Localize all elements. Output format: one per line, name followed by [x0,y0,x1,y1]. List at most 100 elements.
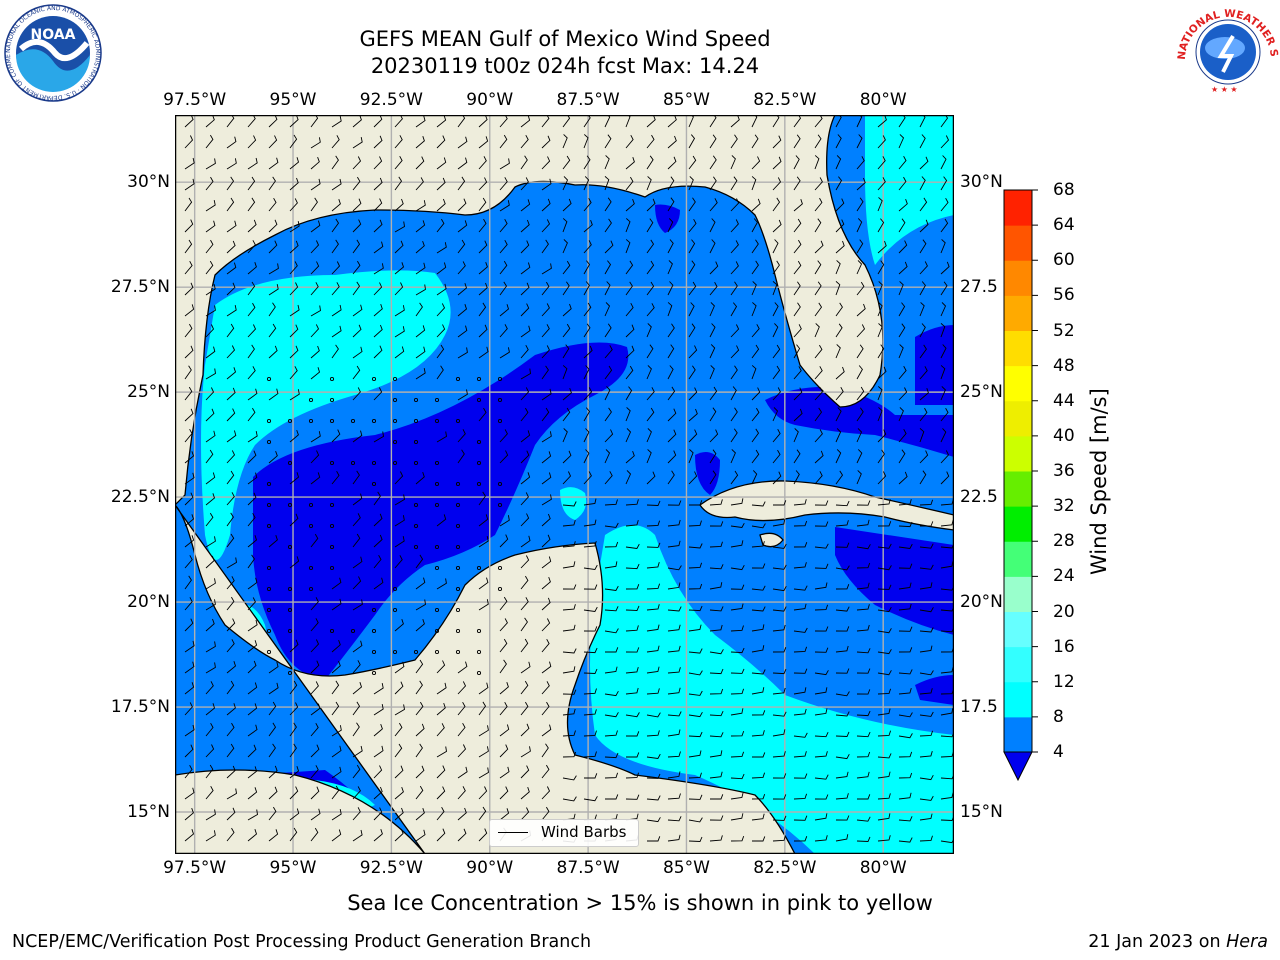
wind-barb [289,304,300,317]
wind-barb [751,501,766,507]
wind-barb [268,284,279,296]
wind-barb [877,386,883,401]
wind-barb [457,239,466,254]
wind-barb [898,218,906,233]
wind-barb [751,541,765,548]
wind-barb [835,386,844,401]
wind-barb [709,344,716,359]
wind-barb [919,134,926,149]
wind-barb [247,492,257,506]
wind-barb [310,324,320,338]
wind-barb [415,346,426,359]
wind-barb [247,640,258,653]
wind-barb [772,687,786,695]
wind-barb [520,701,529,716]
wind-barb [562,604,576,611]
wind-barb [793,387,803,401]
wind-barb [352,176,361,191]
wind-barb [751,302,757,317]
wind-barb [646,561,660,569]
wind-barb [331,598,342,611]
wind-barb [793,344,801,359]
wind-barb [373,786,383,800]
wind-barb [835,449,842,464]
lon-tick-label: 80°W [859,858,907,878]
wind-barb [352,493,363,506]
wind-barb [604,115,611,128]
wind-barb [793,239,802,254]
wind-barb [520,325,531,338]
wind-barb [604,240,614,254]
wind-barb [184,282,194,296]
wind-barb [877,565,892,571]
wind-barb [814,582,828,590]
wind-barb [625,519,639,527]
wind-barb [772,543,787,549]
wind-barb [436,828,446,842]
wind-barb [394,536,405,548]
wind-barb [373,431,384,443]
wind-barb [184,115,194,128]
wind-barb [877,260,885,275]
wind-barb [184,661,195,674]
wind-barb [667,540,681,548]
wind-barb [856,303,866,317]
wind-barb [835,668,850,674]
wind-barb [455,607,461,613]
wind-barb [478,302,487,317]
wind-barb [205,158,216,170]
wind-barb [436,198,446,212]
wind-barb [184,345,194,359]
wind-barb [562,365,568,380]
wind-barb [898,772,913,779]
wind-barb [772,711,787,717]
wind-barb [625,260,634,275]
wind-barb [583,345,593,359]
wind-barb [541,701,550,716]
wind-barb [814,387,823,401]
wind-barb [520,303,530,317]
wind-barb [688,624,702,632]
wind-barb [373,387,383,401]
wind-barb [287,628,293,634]
wind-barb [478,599,489,611]
wind-barb [646,666,660,674]
wind-barb [541,472,552,485]
wind-barb [266,649,272,655]
wind-barb [352,137,363,149]
wind-barb [562,708,576,716]
wind-barb [667,645,681,653]
wind-barb [457,828,467,842]
wind-barb [331,239,339,254]
wind-barb [688,218,697,233]
wind-barb [520,555,530,569]
legend-line-icon [498,832,528,833]
wind-barb [352,346,363,359]
wind-barb [856,689,871,695]
wind-barb [856,470,862,485]
lat-tick-label: 20°N [960,592,1003,613]
map-panel [175,115,954,854]
wind-barb [266,502,272,508]
wind-barb [583,668,598,674]
wind-barb [266,439,272,445]
wind-barb [709,732,724,738]
lon-tick-label: 92.5°W [359,858,423,878]
wind-barb [835,645,849,653]
wind-barb [520,155,528,170]
wind-barb [583,519,597,527]
wind-barb [205,324,215,338]
wind-barb [331,701,340,716]
wind-barb [730,176,738,191]
wind-barb [856,365,863,380]
wind-barb [814,197,823,212]
wind-barb [184,555,193,569]
wind-barb [709,449,717,464]
wind-barb-legend: Wind Barbs [489,819,639,847]
wind-barb [541,178,552,191]
wind-barb [331,344,339,359]
wind-barb [583,730,597,737]
wind-barb [856,771,870,779]
wind-barb [287,418,293,424]
wind-barb [562,796,577,802]
